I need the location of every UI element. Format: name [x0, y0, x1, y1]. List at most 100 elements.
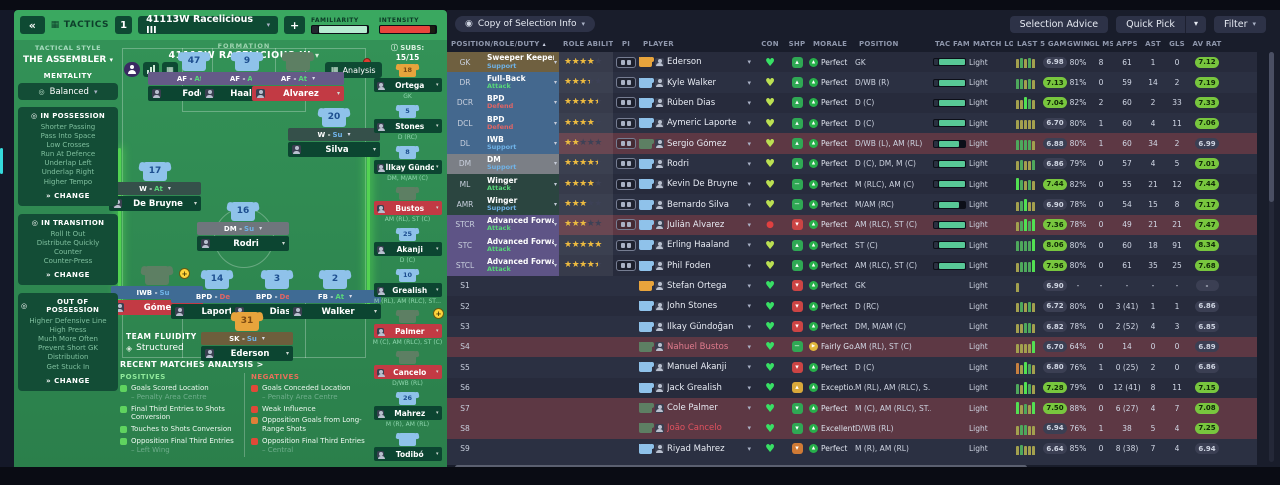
sub-name-bar[interactable]: Akanji ▾	[373, 242, 442, 256]
tactical-style-dropdown[interactable]: THE ASSEMBLER ▾	[18, 55, 118, 65]
vertical-scrollbar-thumb[interactable]	[1269, 52, 1274, 202]
squad-row[interactable]: S3 İlkay Gündoğan ▾ ♥ ▾ ▲ Perfect DM, M/AM (C) L…	[447, 316, 1257, 337]
column-header-apps[interactable]: APPS	[1116, 40, 1138, 48]
role-duty-bar[interactable]: DM - Su ▾	[197, 222, 289, 235]
tactic-number-badge[interactable]: 1	[115, 16, 133, 34]
chevron-down-icon[interactable]: ▾	[747, 404, 751, 413]
player-instructions-icon[interactable]	[613, 235, 639, 255]
player-dropdown[interactable]: Riyad Mahrez ▾	[639, 439, 755, 459]
chevron-down-icon[interactable]: ▾	[747, 363, 751, 372]
player-instructions-icon[interactable]	[613, 93, 639, 113]
player-instructions-icon[interactable]	[613, 72, 639, 92]
shirt-icon[interactable]: 2	[323, 270, 347, 289]
change-button[interactable]: » CHANGE	[46, 191, 90, 200]
player-dropdown[interactable]: Sergio Gómez ▾	[639, 133, 755, 153]
squad-row[interactable]: S6 Jack Grealish ▾ ♥ ▴ ▲Exceptio...M (RL), AM…	[447, 377, 1257, 398]
player-instructions-icon[interactable]	[613, 255, 639, 275]
chevron-down-icon[interactable]: ▾	[747, 78, 751, 87]
squad-row[interactable]: S1 Stefan Ortega ▾ ♥ ▾ ▲ Perfect GK Light 6.90- - -…	[447, 275, 1257, 297]
chevron-down-icon[interactable]: ▾	[747, 342, 751, 351]
squad-row[interactable]: S2 John Stones ▾ ♥ ▾ ▲ Perfect D (RC) Light 6.72 8…	[447, 296, 1257, 317]
chevron-down-icon[interactable]: ▾	[747, 241, 751, 250]
chevron-down-icon[interactable]: ▾	[747, 180, 751, 189]
player-dropdown[interactable]: Aymeric Laporte ▾	[639, 113, 755, 133]
chevron-down-icon[interactable]: ▾	[747, 424, 751, 433]
shirt-icon[interactable]: 3	[265, 270, 289, 289]
player-dropdown[interactable]: Kevin De Bruyne ▾	[639, 174, 755, 194]
player-name-bar[interactable]: De Bruyne ▾	[109, 196, 201, 211]
player-instructions-icon[interactable]	[613, 154, 639, 174]
player-name-bar[interactable]: Ederson ▾	[201, 346, 293, 361]
player-dropdown[interactable]: Erling Haaland ▾	[639, 235, 755, 255]
column-header-shp[interactable]: SHP	[788, 40, 806, 48]
shirt-icon[interactable]: 16	[231, 202, 255, 221]
shirt-icon[interactable]: 31	[235, 312, 259, 331]
role-duty-bar[interactable]: AF - At ▾	[252, 72, 344, 85]
column-header-position-role-duty[interactable]: POSITION/ROLE/DUTY ▴	[451, 40, 546, 48]
player-dropdown[interactable]: Bernardo Silva ▾	[639, 194, 755, 214]
quick-pick-button[interactable]: Quick Pick ▾	[1116, 15, 1206, 33]
sub-name-bar[interactable]: Cancelo ▾	[373, 365, 442, 379]
role-duty-dropdown[interactable]: DM Support ▾	[483, 153, 559, 175]
column-header-gwin[interactable]: GWIN	[1067, 40, 1089, 48]
player-name-bar[interactable]: Silva ▾	[288, 142, 380, 157]
role-duty-dropdown[interactable]: Advanced ForwardAttack ▾	[483, 235, 559, 256]
chevron-down-icon[interactable]: ▾	[747, 281, 751, 290]
role-duty-dropdown[interactable]: Winger Attack ▾	[483, 174, 559, 195]
sub-name-bar[interactable]: Bustos ▾	[373, 201, 442, 215]
player-dropdown[interactable]: Stefan Ortega ▾	[639, 276, 755, 296]
chevron-down-icon[interactable]: ▾	[747, 261, 751, 270]
sub-name-bar[interactable]: Stones ▾	[373, 119, 442, 133]
role-duty-bar[interactable]: W - At ▾	[109, 182, 201, 195]
chevron-down-icon[interactable]: ▾	[747, 98, 751, 107]
add-tactic-button[interactable]: +	[284, 16, 305, 34]
chevron-down-icon[interactable]: ▾	[1184, 15, 1206, 33]
filter-button[interactable]: Filter ▾	[1213, 15, 1266, 33]
player-instructions-icon[interactable]	[613, 215, 639, 235]
squad-row[interactable]: S9 Riyad Mahrez ▾ ♥ ▾ ▲ Perfect M (R), AM (RL) L…	[447, 438, 1257, 459]
change-button[interactable]: » CHANGE	[46, 271, 90, 280]
sub-name-bar[interactable]: Grealish ▾	[373, 283, 442, 297]
player-name-bar[interactable]: Walker ▾	[289, 304, 381, 319]
squad-row[interactable]: S8 João Cancelo ▾ ♥ ▾ ▲ Excellent D/WB (RL) Ligh…	[447, 418, 1257, 439]
squad-row[interactable]: S4 Nahuel Bustos ▾ ♥ −▶Fairly Go...AM (RL), …	[447, 336, 1257, 358]
column-header-player[interactable]: PLAYER	[643, 40, 674, 48]
shirt-icon[interactable]: 14	[205, 270, 229, 289]
column-header-last-5-games[interactable]: LAST 5 GAMES	[1017, 40, 1067, 48]
column-header-role-ability[interactable]: ROLE ABILITY	[563, 40, 613, 48]
chevron-down-icon[interactable]: ▾	[747, 220, 751, 229]
copy-selection-info-button[interactable]: ◉ Copy of Selection Info ▾	[455, 16, 595, 32]
player-dropdown[interactable]: Rúben Dias ▾	[639, 93, 755, 113]
column-header-match-load[interactable]: MATCH LOAD	[973, 40, 1013, 48]
player-instructions-icon[interactable]	[613, 52, 639, 72]
role-duty-dropdown[interactable]: Sweeper Keeper Support ▾	[483, 52, 559, 73]
role-duty-bar[interactable]: FB - At ▾	[289, 290, 381, 303]
shirt-icon[interactable]	[286, 52, 310, 71]
sub-name-bar[interactable]: Todibó ▾	[373, 447, 442, 461]
shirt-icon[interactable]: 17	[143, 162, 167, 181]
column-header-tac-fam[interactable]: TAC FAM	[935, 40, 969, 48]
chevron-down-icon[interactable]: ▾	[747, 302, 751, 311]
role-duty-dropdown[interactable]: Full-Back Attack ▾	[483, 72, 559, 93]
column-header-gl-mst[interactable]: GL MST	[1089, 40, 1113, 48]
column-header-con[interactable]: CON	[761, 40, 779, 48]
shirt-icon[interactable]: 9	[235, 52, 259, 71]
column-header-ast[interactable]: AST	[1145, 40, 1161, 48]
player-dropdown[interactable]: Kyle Walker ▾	[639, 72, 755, 92]
role-duty-dropdown[interactable]: Winger Support ▾	[483, 194, 559, 215]
column-header-av-rat[interactable]: AV RAT	[1192, 40, 1222, 48]
column-header-morale[interactable]: MORALE	[813, 40, 848, 48]
analysis-title-link[interactable]: RECENT MATCHES ANALYSIS >	[120, 360, 264, 369]
selection-advice-button[interactable]: Selection Advice	[1009, 15, 1109, 33]
player-dropdown[interactable]: Rodri ▾	[639, 154, 755, 174]
column-header-position[interactable]: POSITION	[859, 40, 899, 48]
